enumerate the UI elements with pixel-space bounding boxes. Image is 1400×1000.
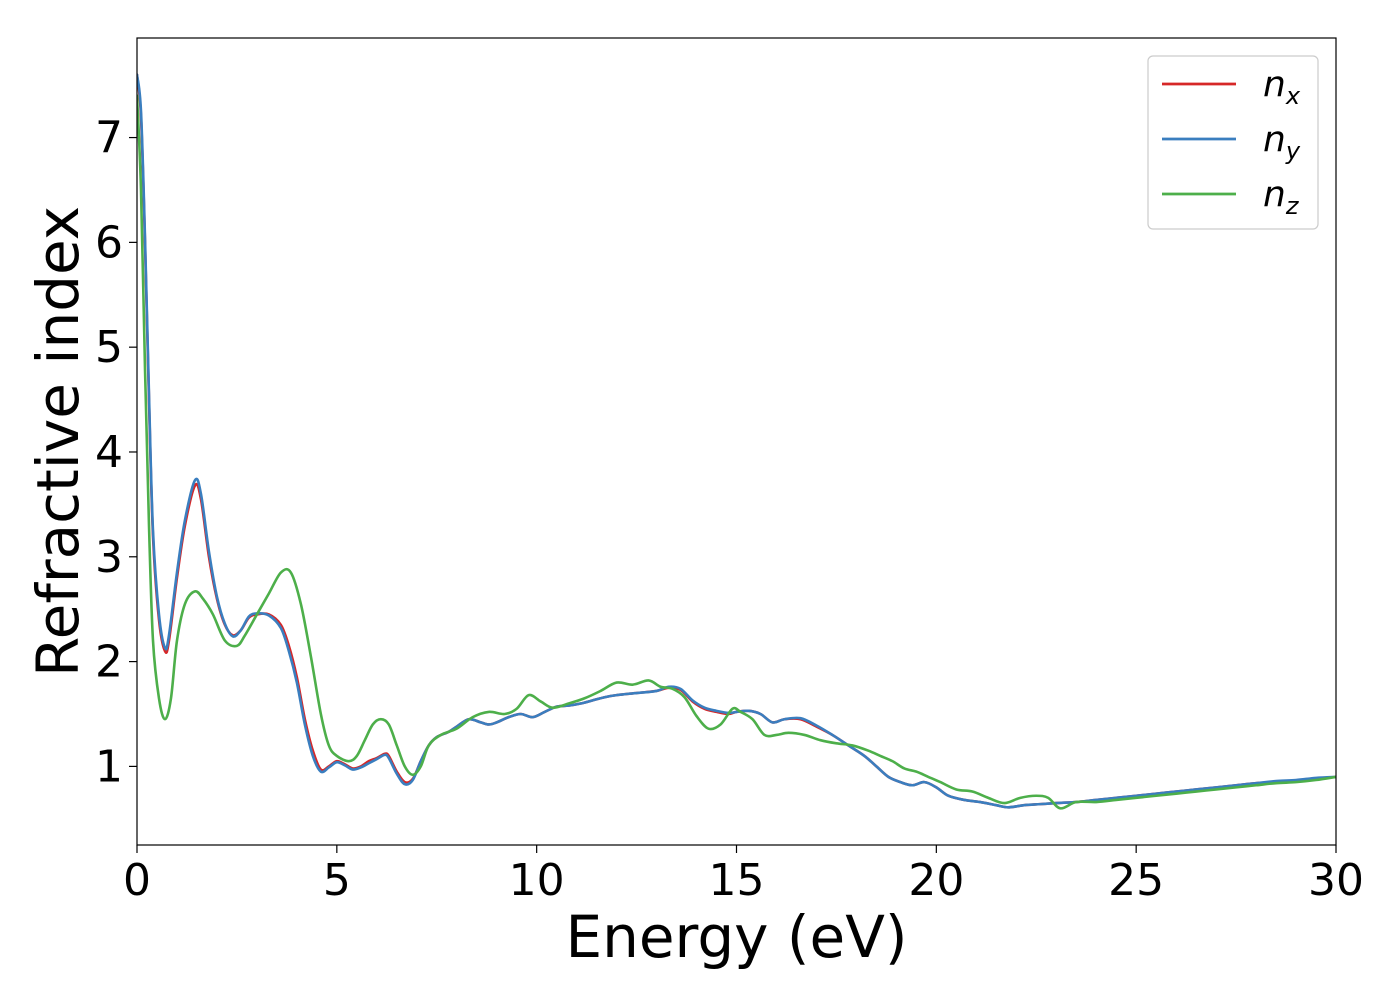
legend-box — [1147, 55, 1319, 230]
legend: nx ny nz — [1147, 55, 1319, 230]
y-tick-label: 2 — [95, 637, 123, 688]
legend-label-ny: ny — [1263, 119, 1301, 165]
series-line-ny — [137, 73, 1336, 809]
y-axis-label: Refractive index — [24, 206, 92, 677]
legend-label-nz: nz — [1263, 174, 1300, 220]
y-tick-label: 3 — [95, 532, 123, 583]
x-tick-label: 30 — [1308, 855, 1364, 906]
x-tick-label: 0 — [123, 855, 151, 906]
x-tick-label: 25 — [1108, 855, 1164, 906]
x-tick-label: 20 — [908, 855, 964, 906]
legend-label-nx: nx — [1263, 64, 1301, 110]
y-tick-label: 1 — [95, 741, 123, 792]
y-tick-label: 7 — [95, 113, 123, 164]
x-tick-label: 10 — [509, 855, 565, 906]
x-tick-label: 15 — [709, 855, 765, 906]
plot-lines — [137, 73, 1336, 810]
y-tick-label: 5 — [95, 322, 123, 373]
y-tick-label: 4 — [95, 427, 123, 478]
x-tick-label: 5 — [323, 855, 351, 906]
series-line-nz — [137, 94, 1336, 810]
y-tick-label: 6 — [95, 217, 123, 268]
y-axis-ticks: 1 2 3 4 5 6 7 — [95, 113, 137, 792]
x-axis-label: Energy (eV) — [565, 903, 907, 971]
x-axis-ticks: 0 5 10 15 20 25 30 — [123, 845, 1364, 906]
